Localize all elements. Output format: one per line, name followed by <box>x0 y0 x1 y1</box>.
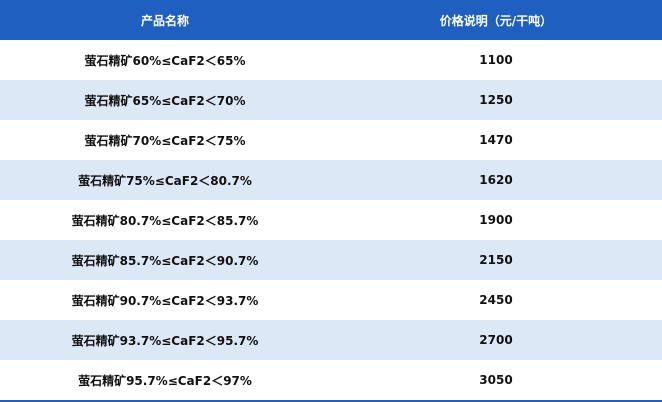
price-cell: 2450 <box>479 293 513 307</box>
product-cell: 萤石精矿95.7%≤CaF2＜97% <box>78 373 252 388</box>
price-cell: 1250 <box>330 80 662 120</box>
product-cell: 萤石精矿93.7%≤CaF2＜95.7% <box>0 320 330 360</box>
price-cell: 1900 <box>479 213 513 227</box>
table-row: 萤石精矿93.7%≤CaF2＜95.7% 2700 <box>0 320 662 360</box>
table-row: 萤石精矿60%≤CaF2＜65% 1100 <box>0 40 662 80</box>
table-row: 萤石精矿70%≤CaF2＜75% 1470 <box>0 120 662 160</box>
header-cell: 产品名称 <box>0 0 330 40</box>
product-cell: 萤石精矿90.7%≤CaF2＜93.7% <box>71 293 259 308</box>
price-cell: 2150 <box>330 240 662 280</box>
price-cell: 2700 <box>330 320 662 360</box>
product-cell: 萤石精矿80.7%≤CaF2＜85.7% <box>71 213 259 228</box>
table-row: 萤石精矿75%≤CaF2＜80.7% 1620 <box>0 160 662 200</box>
product-cell: 萤石精矿60%≤CaF2＜65% <box>84 53 246 68</box>
product-cell: 萤石精矿65%≤CaF2＜70% <box>0 80 330 120</box>
price-cell: 3050 <box>479 373 513 387</box>
product-cell: 萤石精矿85.7%≤CaF2＜90.7% <box>0 240 330 280</box>
table-row: 萤石精矿80.7%≤CaF2＜85.7% 1900 <box>0 200 662 240</box>
product-cell: 萤石精矿70%≤CaF2＜75% <box>84 133 246 148</box>
table-row: 萤石精矿65%≤CaF2＜70% 1250 <box>0 80 662 120</box>
table-row: 萤石精矿90.7%≤CaF2＜93.7% 2450 <box>0 280 662 320</box>
price-cell: 1620 <box>330 160 662 200</box>
header-row: 产品名称 价格说明（元/干吨） <box>0 0 662 40</box>
price-cell: 1470 <box>479 133 513 147</box>
product-cell: 萤石精矿75%≤CaF2＜80.7% <box>0 160 330 200</box>
table-row: 萤石精矿85.7%≤CaF2＜90.7% 2150 <box>0 240 662 280</box>
table-header: 产品名称 价格说明（元/干吨） <box>0 0 662 40</box>
header-cell: 价格说明（元/干吨） <box>330 0 662 40</box>
price-cell: 1100 <box>479 53 513 67</box>
table-row: 萤石精矿95.7%≤CaF2＜97% 3050 <box>0 360 662 401</box>
table-body: 萤石精矿60%≤CaF2＜65% 1100 萤石精矿65%≤CaF2＜70% 1250… <box>0 40 662 401</box>
